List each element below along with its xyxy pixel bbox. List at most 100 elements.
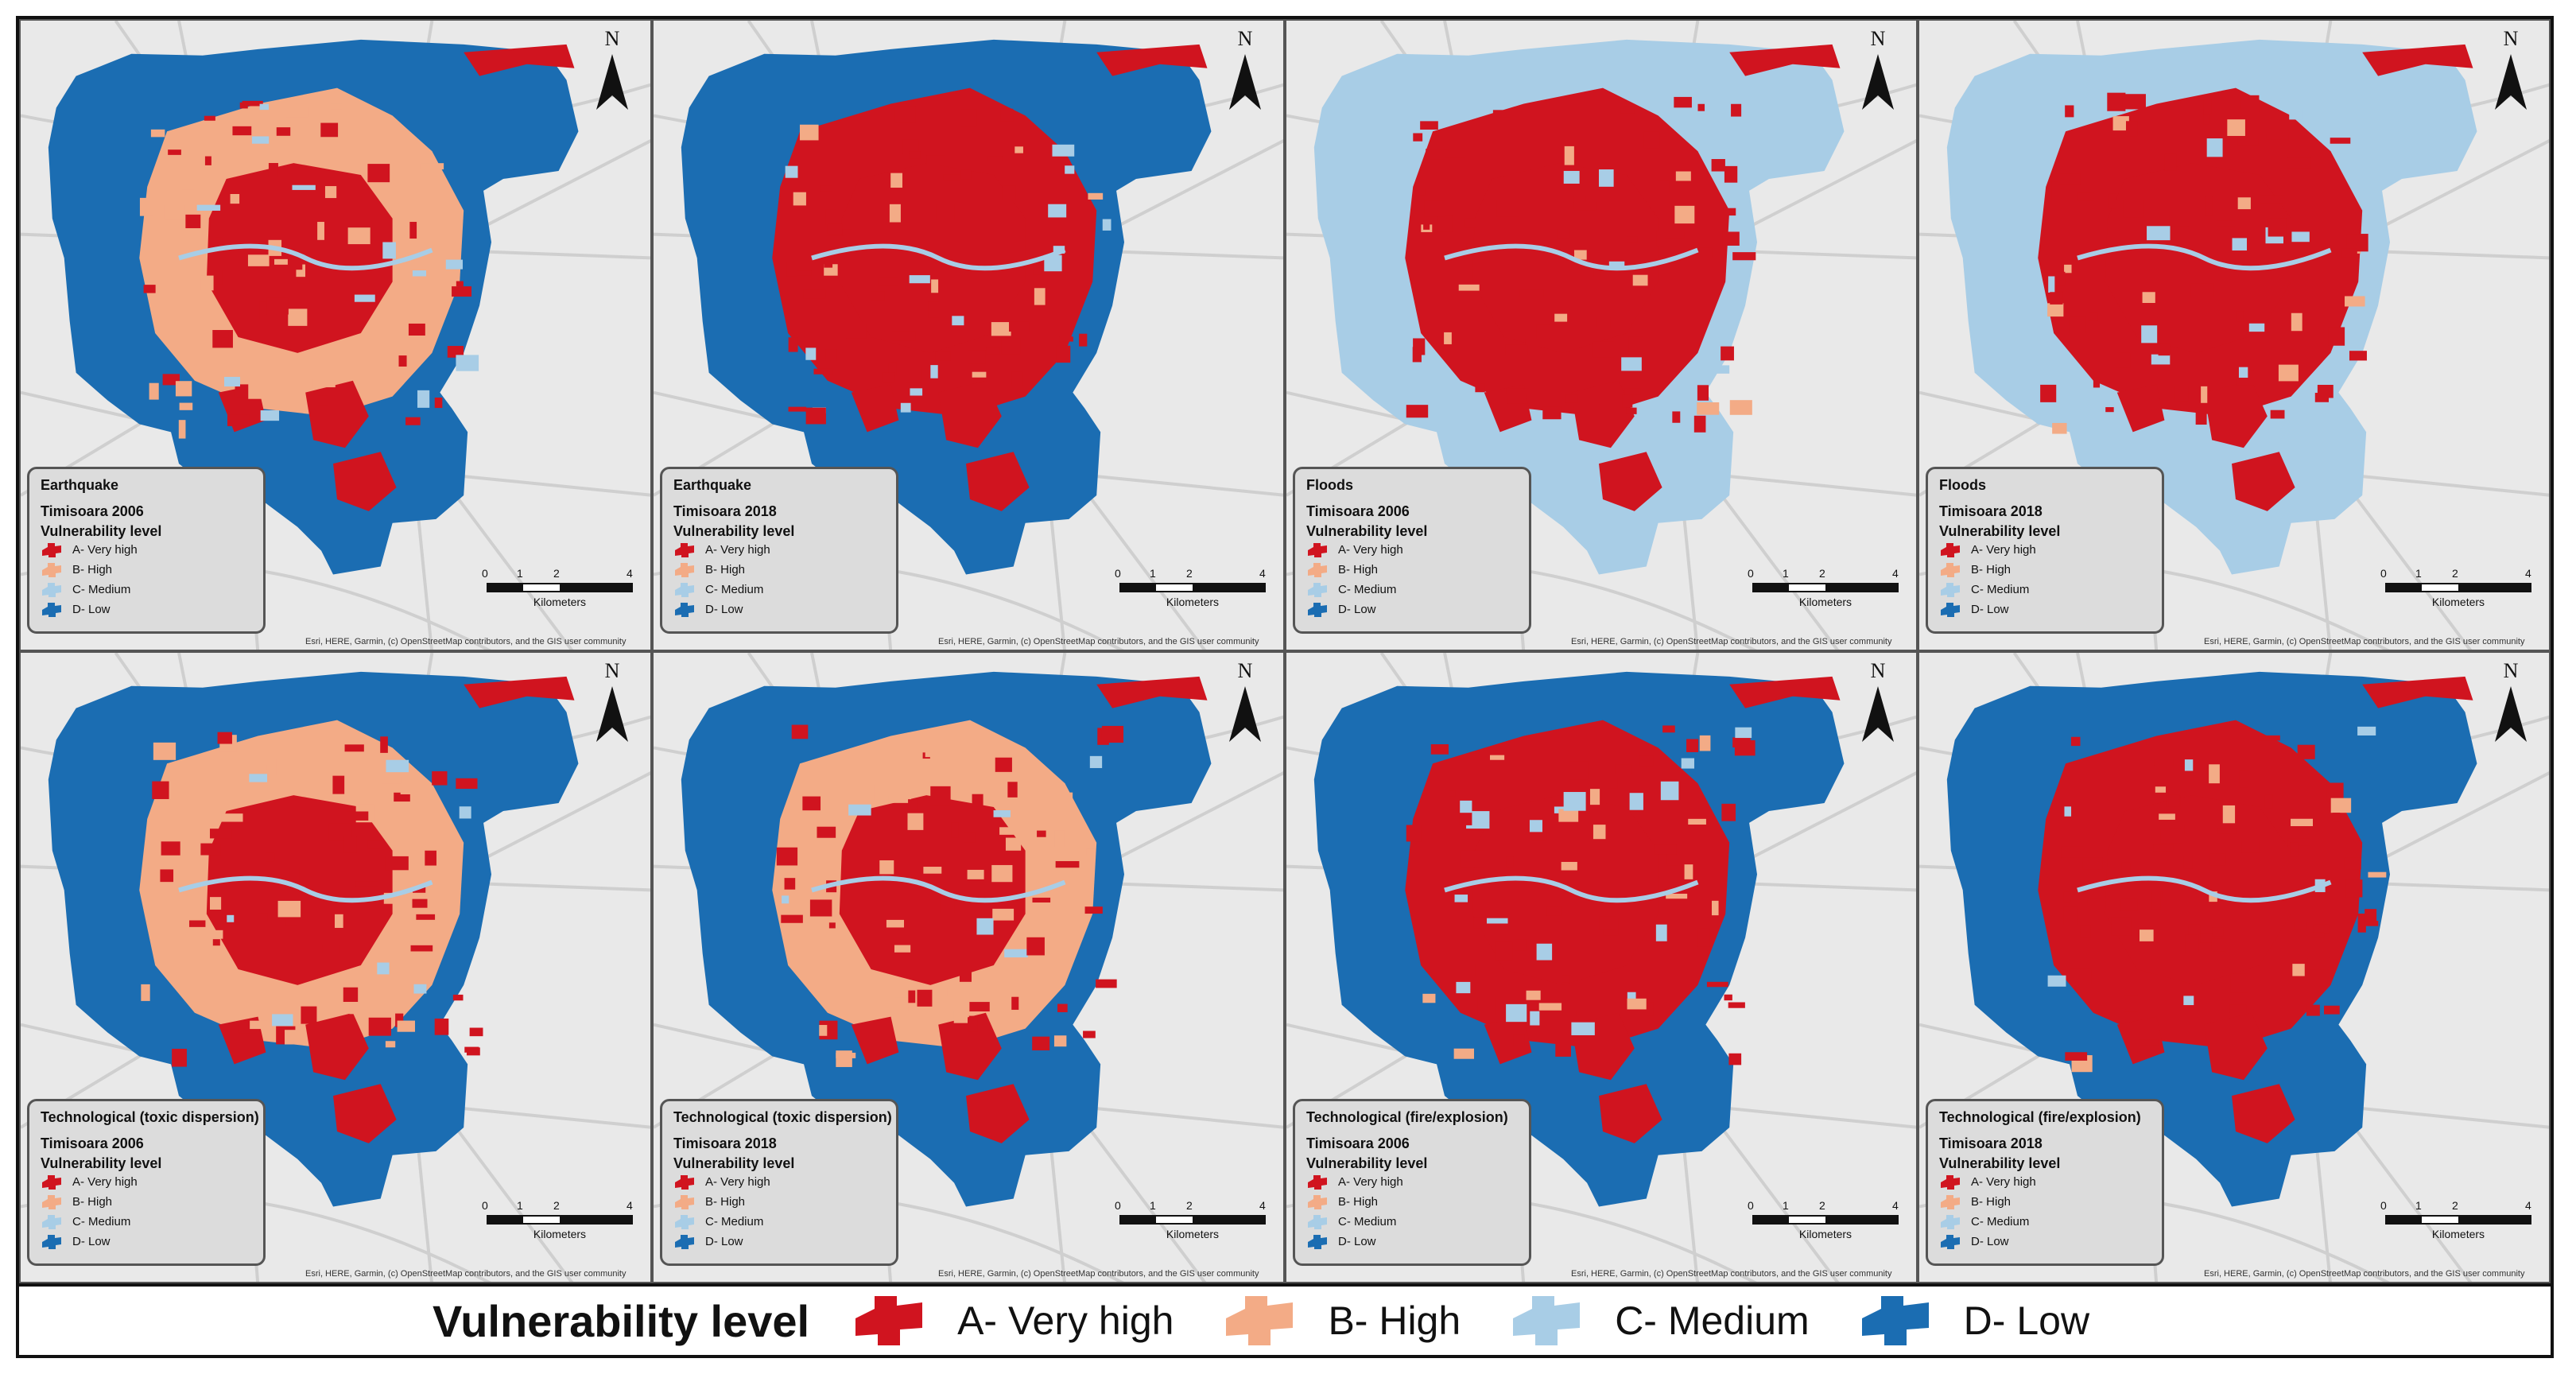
legend-row-label: C- Medium: [1971, 583, 2030, 596]
parcel: [221, 337, 229, 345]
scale-bar-graphic: [487, 583, 633, 592]
parcel: [2174, 386, 2189, 402]
parcel: [179, 402, 193, 410]
parcel: [355, 881, 378, 887]
parcel: [1052, 144, 1075, 157]
parcel: [2155, 786, 2167, 793]
parcel: [1561, 861, 1577, 871]
scale-unit: Kilometers: [1798, 596, 1852, 608]
parcel: [412, 899, 428, 908]
parcel: [967, 869, 984, 879]
legend-row-label: B- High: [705, 563, 746, 576]
parcel: [266, 852, 275, 862]
parcel: [825, 349, 837, 362]
north-arrow: N: [2487, 27, 2535, 114]
parcel: [2239, 770, 2248, 788]
legend-row: C- Medium: [1306, 1212, 1518, 1232]
parcel: [776, 847, 798, 866]
parcel: [1688, 818, 1706, 825]
legend-row: A- Very high: [1939, 540, 2151, 560]
parcel: [951, 822, 959, 838]
parcel: [1639, 755, 1654, 767]
legend-row: A- Very high: [1306, 1172, 1518, 1192]
parcel: [1724, 165, 1738, 183]
parcel: [2237, 197, 2251, 210]
parcel: [2306, 1004, 2320, 1016]
parcel: [802, 796, 821, 811]
parcel: [1699, 247, 1713, 258]
year-label: Timisoara 2018: [673, 503, 777, 519]
map-panel: N Technological (toxic dispersion) Timisoa…: [652, 651, 1285, 1283]
parcel: [1475, 383, 1485, 393]
parcel: [986, 347, 1000, 355]
parcel: [397, 1020, 415, 1032]
parcel: [285, 1030, 302, 1045]
parcel: [2211, 938, 2225, 952]
parcel: [204, 115, 215, 121]
scale-tick-label: 2: [1819, 567, 1825, 580]
parcel: [809, 899, 832, 917]
parcel: [164, 204, 184, 220]
parcel: [386, 759, 409, 773]
parcel: [209, 897, 222, 910]
parcel: [221, 813, 243, 822]
parcel: [2260, 195, 2283, 204]
scale-tick-label: 0: [482, 1199, 488, 1212]
shared-legend-item-medium: C- Medium: [1508, 1291, 1810, 1350]
parcel: [1596, 317, 1611, 328]
parcel: [2069, 316, 2086, 334]
parcel: [1643, 131, 1660, 149]
parcel: [2087, 899, 2101, 906]
parcel: [2160, 828, 2182, 844]
legend-row: B- High: [673, 1192, 885, 1212]
parcel: [1004, 949, 1028, 958]
year-label: Timisoara 2018: [1939, 503, 2043, 519]
parcel: [908, 799, 918, 810]
scale-bar: 0 1 2 4 Kilometers: [1748, 567, 1903, 616]
parcel: [318, 395, 329, 406]
scale-tick-label: 2: [2452, 567, 2458, 580]
parcel: [1032, 897, 1051, 903]
urban-core-zone: [839, 163, 1026, 353]
legend-heading: Vulnerability level: [41, 523, 162, 539]
year-label: Timisoara 2018: [1939, 1135, 2043, 1151]
ne-industrial-zone: [1729, 676, 1841, 708]
scale-tick-label: 1: [1150, 567, 1156, 580]
parcel: [781, 914, 803, 923]
polygon-swatch-icon: [855, 1296, 923, 1345]
parcel: [224, 376, 241, 387]
parcel: [1083, 1030, 1096, 1038]
parcel: [395, 1013, 404, 1027]
parcel: [2154, 759, 2174, 766]
scale-unit: Kilometers: [1166, 1228, 1220, 1240]
parcel: [347, 227, 370, 245]
parcel: [354, 294, 375, 302]
parcel: [1053, 1035, 1067, 1047]
parcel: [1449, 790, 1456, 797]
parcel: [2124, 996, 2139, 1012]
scale-tick-label: 1: [517, 567, 523, 580]
legend-heading: Vulnerability level: [1306, 523, 1428, 539]
parcel: [2047, 303, 2064, 317]
parcel: [1615, 764, 1632, 774]
parcel: [1057, 1003, 1068, 1013]
polygon-swatch-icon: [42, 1214, 61, 1229]
panel-legend: Technological (fire/explosion) Timisoara …: [1293, 1099, 1531, 1266]
parcel: [1731, 103, 1742, 117]
parcel: [2065, 1052, 2088, 1061]
parcel: [1711, 159, 1725, 172]
parcel: [382, 242, 396, 259]
parcel: [2345, 879, 2363, 898]
parcel: [268, 162, 278, 178]
parcel: [1454, 895, 1468, 902]
parcel: [805, 407, 826, 425]
vulnerability-map: [1286, 21, 1916, 650]
legend-heading: Vulnerability level: [1306, 1155, 1428, 1171]
parcel: [1654, 844, 1677, 855]
parcel: [1728, 1002, 1745, 1008]
parcel: [1589, 789, 1600, 805]
parcel: [1477, 996, 1496, 1015]
parcel: [249, 774, 268, 782]
legend-row: C- Medium: [1939, 1212, 2151, 1232]
parcel: [1005, 837, 1022, 851]
